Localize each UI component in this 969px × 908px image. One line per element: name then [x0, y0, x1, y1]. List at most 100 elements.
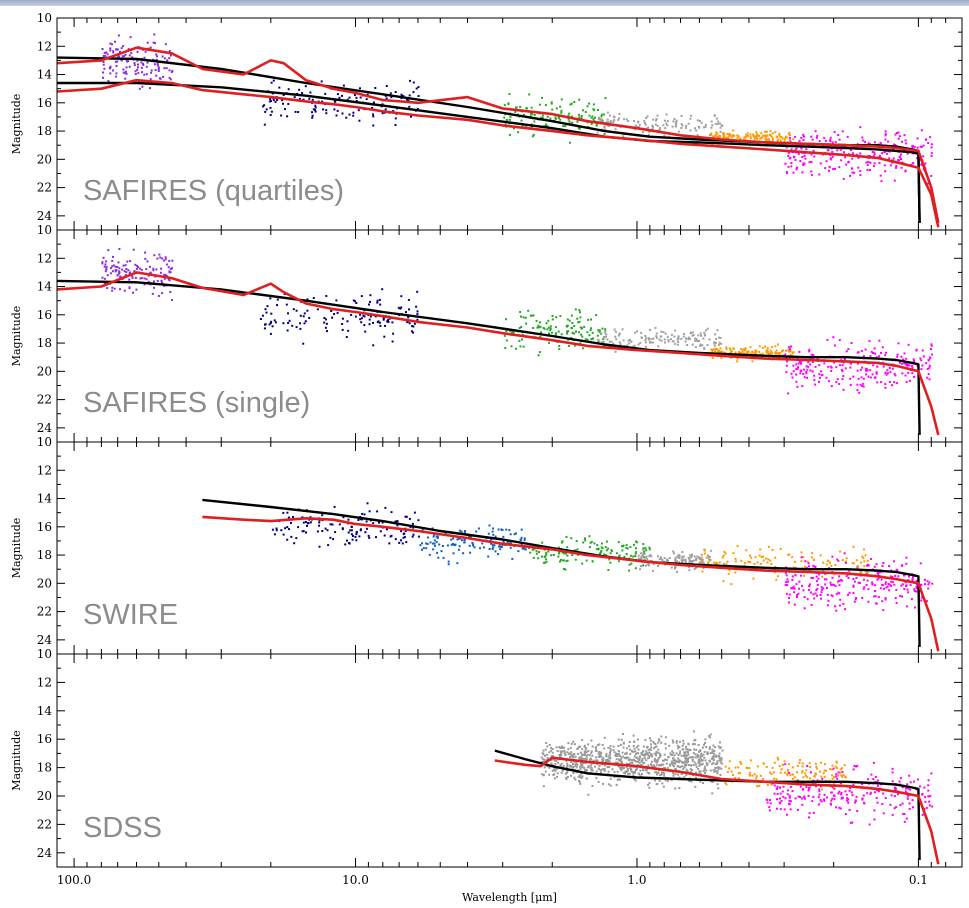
data-point [740, 762, 743, 765]
data-point [139, 267, 141, 270]
data-point [862, 557, 865, 560]
data-point [644, 341, 647, 344]
data-point [725, 563, 728, 566]
data-point [880, 351, 882, 354]
data-point [620, 756, 623, 759]
data-point [421, 542, 423, 545]
data-point [820, 775, 823, 778]
data-point [895, 165, 898, 167]
x-tick-label: 10.0 [342, 873, 369, 887]
data-point [601, 768, 604, 771]
data-point [170, 267, 173, 270]
data-point [355, 99, 358, 102]
data-point [830, 583, 833, 586]
data-point [571, 554, 574, 557]
data-point [150, 69, 153, 72]
data-point [930, 154, 933, 157]
data-point [862, 587, 865, 590]
data-point [597, 329, 600, 332]
data-point [813, 155, 816, 158]
data-point [584, 537, 586, 540]
data-point [653, 742, 656, 745]
data-point [123, 55, 126, 58]
data-point [473, 546, 476, 549]
data-point [865, 373, 868, 376]
data-point [618, 341, 621, 344]
data-point [555, 746, 558, 749]
data-point [884, 130, 887, 133]
data-point [546, 753, 549, 756]
data-point [503, 116, 506, 119]
data-point [607, 569, 610, 571]
data-point [556, 775, 559, 778]
data-point [472, 544, 475, 547]
data-point [777, 758, 780, 761]
data-point [803, 797, 806, 800]
data-point [570, 774, 572, 777]
data-point [584, 748, 587, 751]
data-point [394, 117, 397, 120]
data-point [128, 65, 131, 68]
data-point [276, 99, 279, 101]
data-point [692, 764, 695, 767]
data-point [125, 268, 128, 270]
data-point [541, 555, 543, 558]
data-point [884, 170, 887, 173]
data-point [611, 768, 614, 771]
data-point [695, 763, 697, 766]
data-point [128, 54, 131, 57]
data-point [132, 291, 134, 294]
data-point [578, 756, 581, 759]
data-point [772, 137, 774, 140]
data-point [866, 792, 869, 795]
data-point [830, 385, 833, 388]
data-point [569, 765, 572, 768]
data-point [106, 274, 109, 277]
data-point [788, 802, 790, 805]
data-point [756, 135, 759, 138]
data-point [823, 798, 825, 801]
data-point [494, 535, 497, 538]
data-point [810, 771, 812, 774]
data-point [759, 137, 762, 140]
data-point [819, 554, 822, 557]
data-point [847, 593, 849, 596]
data-point [881, 152, 884, 155]
data-point [670, 333, 673, 336]
data-point [627, 339, 630, 342]
data-point [758, 134, 761, 137]
data-point [642, 564, 645, 567]
data-point [564, 772, 567, 775]
data-point [115, 72, 118, 75]
data-point [361, 512, 364, 515]
data-point [636, 330, 639, 333]
data-point [697, 340, 700, 343]
data-point [713, 341, 716, 344]
data-point [274, 100, 277, 103]
data-point [142, 64, 145, 66]
data-point [545, 742, 548, 744]
data-point [814, 565, 817, 568]
data-point [341, 323, 344, 325]
data-point [893, 795, 896, 798]
data-point [866, 564, 869, 567]
data-point [779, 547, 782, 550]
data-point [116, 274, 119, 277]
data-point [574, 755, 577, 758]
data-point [862, 578, 865, 581]
data-point [873, 162, 876, 165]
data-point [834, 765, 837, 768]
data-point [906, 152, 909, 155]
data-point [867, 142, 870, 145]
data-point [295, 326, 298, 329]
data-point [639, 568, 642, 571]
data-point [717, 768, 720, 771]
data-point [381, 103, 384, 106]
data-point [866, 169, 869, 171]
data-point [606, 766, 609, 769]
data-point [579, 311, 581, 314]
panel-4-points [494, 730, 940, 865]
data-point [720, 124, 723, 127]
data-point [405, 515, 408, 518]
data-point [863, 560, 866, 563]
